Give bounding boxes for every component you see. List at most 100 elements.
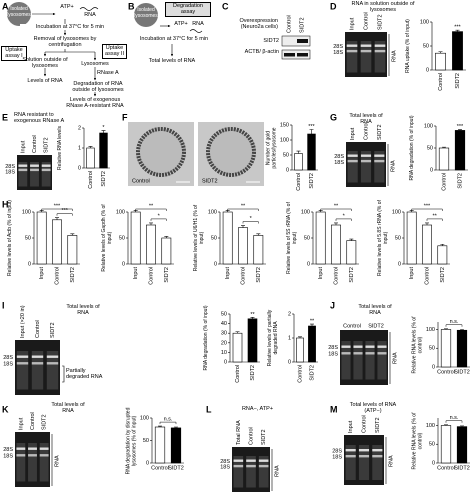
gel-band: [46, 355, 59, 358]
diagram-text: Levels of RNA: [27, 78, 63, 84]
gel-smear: [18, 162, 28, 187]
y-tick-label: 100: [426, 327, 435, 333]
marker-label: 28S: [5, 164, 15, 170]
error-bar: [310, 323, 314, 326]
diagram-shape: [62, 365, 65, 383]
gel-band: [233, 459, 244, 462]
gel-smear: [372, 445, 383, 480]
significance: ***: [454, 25, 461, 31]
diagram-text: Levels of exogenous RNase A-resistant RN…: [66, 97, 124, 110]
gel-band: [372, 455, 383, 458]
bar: [440, 329, 452, 368]
y-tick-label: 1: [288, 335, 291, 341]
error-bar: [440, 243, 445, 246]
y-axis-label: Relative levels of partially degraded RN…: [267, 309, 279, 367]
x-tick-label: SIDT2: [70, 267, 76, 283]
marker-label: 18S: [328, 351, 338, 357]
gel-band: [31, 362, 44, 365]
panel-label: D: [330, 1, 337, 11]
lane-label: SIDT2: [377, 124, 383, 140]
bar: [296, 337, 304, 363]
x-tick-label: Control: [297, 365, 303, 383]
bar: [440, 425, 452, 464]
significance: **: [149, 203, 154, 209]
significance: ***: [424, 203, 431, 209]
diagram-text: RNA: [192, 21, 204, 27]
bar: [67, 235, 78, 265]
y-tick-label: 40: [221, 321, 227, 327]
y-tick-label: 100: [426, 423, 435, 429]
y-tick-label: 0: [146, 460, 149, 466]
x-tick-label: SIDT2: [454, 369, 470, 375]
diagram-text: ATP+: [174, 21, 188, 27]
gel-band: [39, 454, 49, 457]
y-tick-label: 2: [288, 311, 291, 317]
bar: [238, 227, 248, 265]
diagram-shape: [7, 2, 31, 26]
gel-band: [360, 49, 372, 53]
significance: ***: [61, 208, 68, 214]
panel-label: I: [2, 300, 5, 310]
gel-band: [345, 455, 356, 458]
lane-label: SIDT2: [50, 322, 56, 338]
blot-label: SIDT2: [263, 38, 279, 44]
gel-smear: [39, 443, 49, 482]
error-bar: [425, 222, 429, 225]
x-tick-label: Input: [133, 267, 139, 280]
gel-band: [360, 159, 372, 163]
significance: *: [343, 213, 346, 219]
error-bar: [164, 236, 169, 238]
x-tick-label: Input: [318, 267, 324, 280]
panel-label: B: [128, 1, 135, 11]
gel-smear: [347, 151, 358, 183]
x-tick-label: Control: [235, 365, 241, 383]
bar: [456, 329, 468, 368]
gel-band: [347, 159, 358, 163]
bar: [130, 211, 141, 265]
y-tick-label: 50: [119, 235, 125, 241]
y-tick-label: 0: [307, 261, 310, 267]
panel-label: J: [330, 300, 335, 310]
panel-title: RNA in solution outside of lysosomes: [351, 1, 415, 14]
y-tick-label: 100: [22, 209, 31, 215]
diagram-text: Lysosomes: [81, 61, 109, 67]
panel-title: Total levels of RNA: [51, 402, 85, 415]
bar: [346, 240, 357, 265]
x-tick-label: Control: [437, 465, 455, 471]
y-tick-label: 50: [423, 43, 429, 49]
significance-bracket: [411, 208, 443, 211]
gel-band: [39, 447, 49, 450]
y-tick-label: 100: [392, 209, 401, 215]
bar: [253, 235, 264, 265]
gel-band: [358, 455, 370, 458]
marker-label: 28S: [334, 154, 344, 160]
error-bar: [149, 222, 153, 225]
significance-bracket: [159, 421, 177, 425]
y-axis-label: Relative RNA levels (% of control): [411, 412, 423, 469]
gel-label: RNA: [391, 50, 397, 62]
x-tick-label: SIDT2: [440, 267, 446, 283]
lane-label: Total RNA: [236, 420, 242, 445]
x-tick-label: Control: [296, 173, 302, 191]
error-bar: [235, 331, 240, 334]
panel-label: L: [206, 404, 212, 414]
error-bar: [101, 130, 106, 133]
panel-label: K: [2, 404, 9, 414]
gel-band: [353, 345, 363, 348]
gel-label: RNA: [388, 455, 394, 467]
lane-label: Control: [363, 12, 369, 30]
y-tick-label: 20: [221, 340, 227, 346]
x-tick-label: Control: [148, 267, 154, 285]
panel-label: E: [2, 112, 8, 122]
diagram-shape: [297, 53, 308, 57]
panel-title: Total levels of RNA (ATP−): [349, 402, 397, 415]
panel-label: A: [2, 1, 9, 11]
y-axis-label: Relative levels of U6/H1 (% of input): [193, 204, 205, 272]
significance: *: [158, 213, 161, 219]
gel-band: [347, 154, 358, 157]
gel-smear: [233, 456, 244, 488]
significance: **: [241, 203, 246, 209]
error-bar: [309, 129, 314, 134]
